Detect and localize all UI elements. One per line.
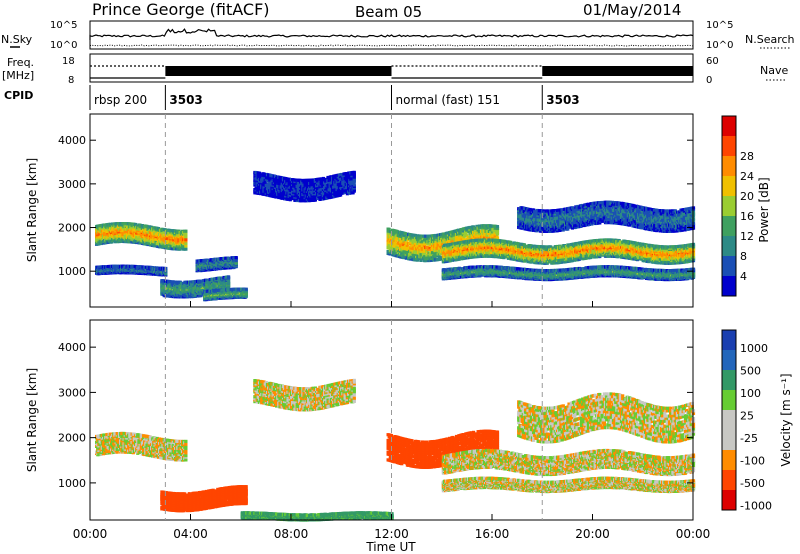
noise-search-trace [89, 44, 694, 47]
freq-bottom-tick: 8 [68, 75, 74, 86]
power-echoes [95, 170, 696, 302]
freq-label-line1: Freq. [7, 56, 34, 69]
noise-panel-frame [89, 20, 694, 50]
cpid-label: CPID [4, 89, 33, 102]
station-title: Prince George (fitACF) [92, 0, 270, 19]
freq-label-line2: [MHz] [2, 69, 34, 82]
power-echo-cell [227, 275, 231, 279]
power-echo-cell [184, 229, 188, 233]
power-echo-cell [189, 280, 193, 284]
nsky-label: N.Sky [1, 33, 33, 46]
power-echo-cell [205, 278, 209, 282]
nave-bottom-tick: 0 [706, 75, 712, 86]
freq-block [542, 66, 693, 76]
power-echo-cell [234, 256, 238, 260]
power-echo-cell [117, 237, 122, 241]
noise-left-top-tick: 10^5 [50, 20, 77, 31]
power-echo-cell [168, 280, 172, 284]
nave-top-tick: 60 [706, 56, 719, 67]
power-echo-cell [134, 222, 138, 227]
freq-block [165, 66, 392, 76]
nave-label: Nave [760, 64, 788, 77]
noise-right-top-tick: 10^5 [706, 20, 733, 31]
power-echo-cell [495, 225, 500, 229]
noise-left-bottom-tick: 10^0 [50, 40, 77, 51]
power-echo-cell [150, 225, 154, 229]
cpid-segment-label: rbsp 200 [94, 93, 147, 107]
freq-top-tick: 18 [62, 56, 75, 67]
noise-panel: N.Sky 10^5 10^0 10^5 10^0 N.Search [1, 20, 795, 51]
noise-right-bottom-tick: 10^0 [706, 40, 733, 51]
nsearch-label: N.Search [745, 33, 795, 46]
cpid-segment-label: 3503 [169, 93, 202, 107]
power-echo-cell [163, 228, 167, 232]
power-echo-cell [244, 287, 248, 291]
cpid-row: CPID rbsp 200 3503 normal (fast) 151 3503 [4, 85, 580, 110]
freq-trace [90, 65, 693, 79]
cpid-segment-label: 3503 [546, 93, 579, 107]
date-title: 01/May/2014 [583, 1, 681, 19]
cpid-segment-label: normal (fast) 151 [396, 93, 500, 107]
power-echo-cell [184, 247, 188, 251]
power-echo-cell [210, 277, 215, 281]
beam-title: Beam 05 [355, 3, 422, 21]
power-echo-cell [184, 237, 188, 242]
power-echo-cell [121, 222, 125, 226]
power-echo-cell [184, 242, 188, 246]
cpid-segments: rbsp 200 3503 normal (fast) 151 3503 [94, 85, 580, 110]
freq-panel: Freq. [MHz] 18 8 60 0 Nave [2, 53, 788, 86]
noise-sky-trace [89, 28, 694, 40]
